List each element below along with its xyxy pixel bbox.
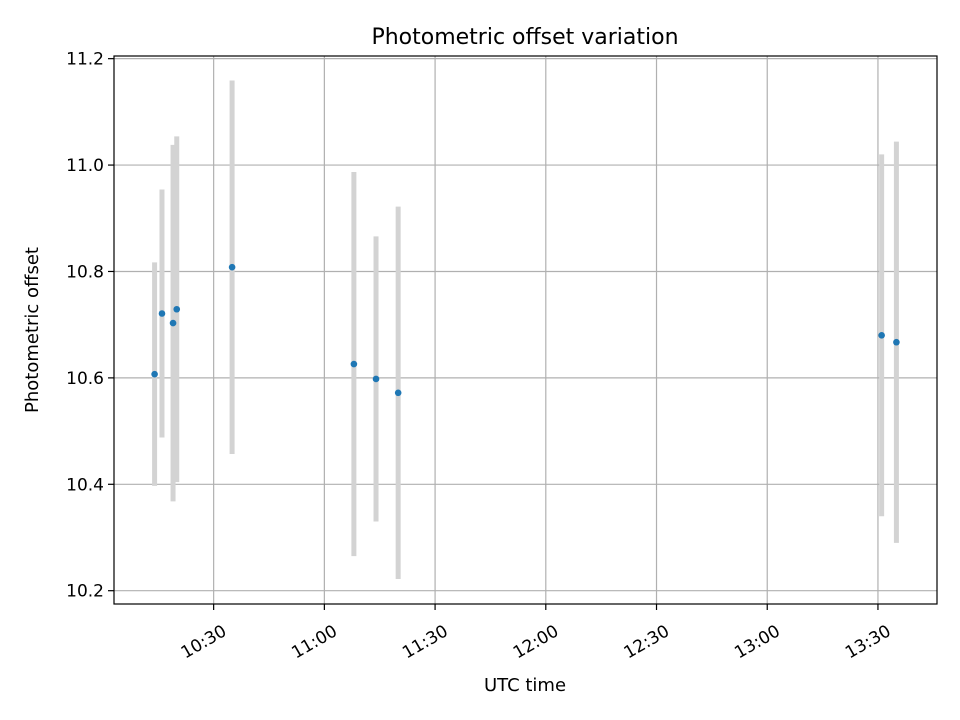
data-point <box>893 338 900 346</box>
plot-area <box>114 56 937 604</box>
y-tick-label: 11.0 <box>66 156 104 176</box>
y-tick-label: 10.6 <box>66 369 104 389</box>
data-point <box>372 375 380 383</box>
data-point <box>173 305 181 313</box>
y-axis-ticks: 10.2 10.4 10.6 10.8 11.0 11.2 <box>66 50 114 602</box>
grid-lines <box>114 56 937 604</box>
y-tick-label: 10.8 <box>66 262 104 282</box>
data-point <box>169 319 177 327</box>
data-point <box>151 370 158 378</box>
data-points <box>151 263 900 397</box>
data-point <box>350 360 358 368</box>
x-axis-label: UTC time <box>484 675 566 696</box>
y-axis-label: Photometric offset <box>22 247 43 413</box>
y-tick-label: 10.2 <box>66 582 104 602</box>
data-point <box>158 310 166 317</box>
data-point <box>878 332 885 339</box>
y-tick-label: 10.4 <box>66 475 104 495</box>
chart-title: Photometric offset variation <box>371 25 678 50</box>
data-point <box>394 389 402 397</box>
y-tick-label: 11.2 <box>66 50 104 70</box>
data-point <box>228 263 236 271</box>
plot-frame <box>113 55 938 605</box>
